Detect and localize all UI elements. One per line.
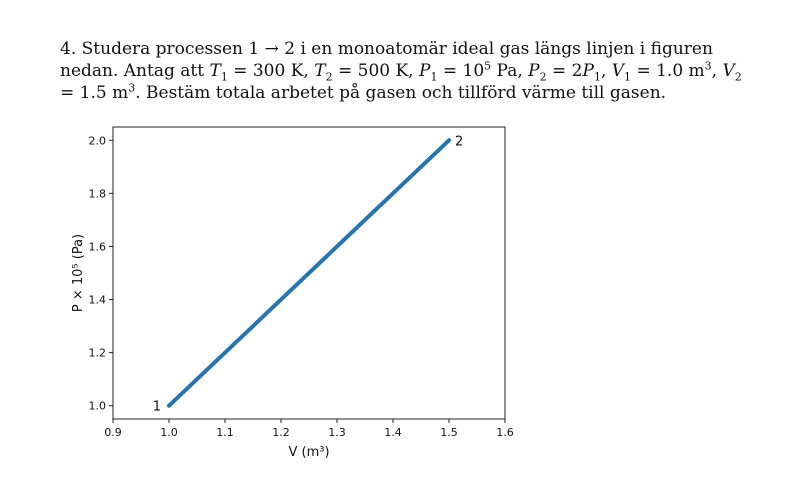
x-tick-label: 1.5 bbox=[440, 426, 458, 439]
plot-area-frame bbox=[112, 126, 506, 420]
p1-exponent: 5 bbox=[484, 59, 492, 73]
v2-exponent: 3 bbox=[128, 81, 136, 95]
x-tick-label: 1.2 bbox=[272, 426, 290, 439]
y-tick-label: 1.2 bbox=[89, 347, 107, 360]
problem-number: 4. bbox=[60, 39, 77, 59]
x-tick-label: 1.0 bbox=[160, 426, 178, 439]
point-label-2: 2 bbox=[455, 134, 463, 149]
y-tick-label: 1.4 bbox=[89, 294, 107, 307]
x-tick-label: 1.4 bbox=[384, 426, 402, 439]
problem-lead: Studera processen 1 → 2 i en monoatomär … bbox=[60, 39, 713, 81]
p1-value: = 10 bbox=[442, 61, 485, 81]
y-tick-label: 2.0 bbox=[89, 134, 107, 147]
x-axis-ticks: 0.9 1.0 1.1 1.2 1.3 1.4 1.5 1.6 bbox=[104, 419, 514, 439]
x-tick-label: 1.1 bbox=[216, 426, 234, 439]
x-tick-label: 1.3 bbox=[328, 426, 346, 439]
v1-value: = 1.0 m bbox=[636, 61, 705, 81]
y-tick-label: 1.8 bbox=[89, 187, 107, 200]
x-tick-label: 0.9 bbox=[104, 426, 122, 439]
y-tick-label: 1.0 bbox=[89, 400, 107, 413]
p1-unit: Pa, bbox=[496, 61, 523, 81]
x-axis-label: V (m³) bbox=[288, 445, 329, 460]
y-tick-label: 1.6 bbox=[89, 240, 107, 253]
v2-value: = 1.5 m bbox=[60, 83, 129, 103]
t1-value: = 300 K, bbox=[233, 61, 309, 81]
point-label-1: 1 bbox=[153, 400, 161, 415]
y-axis-label: P × 10⁵ (Pa) bbox=[71, 234, 86, 312]
problem-statement: 4. Studera processen 1 → 2 i en monoatom… bbox=[60, 39, 742, 103]
problem-tail: . Bestäm totala arbetet på gasen och til… bbox=[135, 83, 667, 103]
p2-value: = 2 bbox=[552, 61, 583, 81]
y-axis-ticks: 1.0 1.2 1.4 1.6 1.8 2.0 bbox=[89, 134, 113, 413]
x-tick-label: 1.6 bbox=[496, 426, 514, 439]
v1-exponent: 3 bbox=[704, 59, 712, 73]
t2-value: = 500 K, bbox=[337, 61, 414, 81]
process-line bbox=[167, 138, 451, 408]
